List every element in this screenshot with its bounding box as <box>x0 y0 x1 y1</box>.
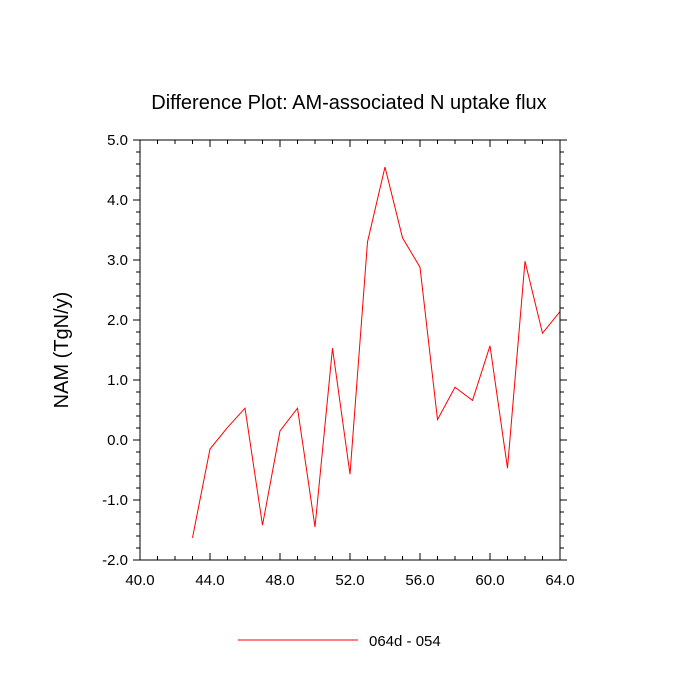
x-tick-label: 40.0 <box>125 572 154 589</box>
y-tick-label: 4.0 <box>107 192 128 209</box>
x-tick-label: 48.0 <box>265 572 294 589</box>
legend: 064d - 054 <box>238 633 441 650</box>
x-tick-label: 56.0 <box>405 572 434 589</box>
x-tick-label: 64.0 <box>545 572 574 589</box>
data-layer <box>192 166 561 538</box>
y-tick-label: 1.0 <box>107 372 128 389</box>
ticks-layer: 40.0 44.0 48.0 52.0 56.0 60.0 64.0 -2.0 -1.0 0.0 1… <box>102 132 574 589</box>
y-tick-label: 2.0 <box>107 312 128 329</box>
chart-title: Difference Plot: AM-associated N uptake … <box>151 92 546 114</box>
series-line <box>192 166 561 538</box>
y-tick-label: 0.0 <box>107 432 128 449</box>
x-tick-label: 60.0 <box>475 572 504 589</box>
x-tick-label: 44.0 <box>195 572 224 589</box>
plot-frame <box>139 139 561 561</box>
x-tick-label: 52.0 <box>335 572 364 589</box>
y-tick-label: 5.0 <box>107 132 128 149</box>
y-tick-label: -1.0 <box>102 492 128 509</box>
y-tick-label: -2.0 <box>102 552 128 569</box>
legend-label: 064d - 054 <box>369 633 441 650</box>
y-tick-label: 3.0 <box>107 252 128 269</box>
y-axis-label: NAM (TgN/y) <box>51 292 73 409</box>
